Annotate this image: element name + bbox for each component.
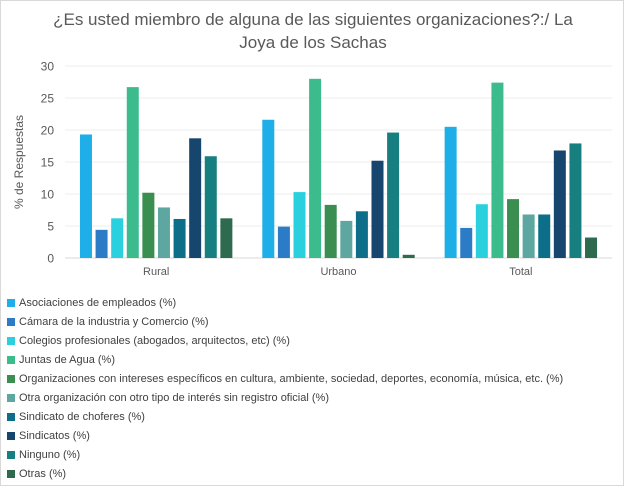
legend-label: Otra organización con otro tipo de inter… (19, 391, 329, 404)
bar-chart: 0 5 10 15 20 25 30 % de Respuestas Rural Urbano To… (12, 60, 612, 278)
bar (220, 218, 233, 258)
legend-label: Juntas de Agua (%) (19, 353, 116, 366)
bar (340, 220, 353, 258)
y-tick-label: 30 (41, 60, 55, 74)
bar (324, 204, 337, 258)
legend-label: Cámara de la industria y Comercio (%) (19, 315, 209, 328)
legend-item: Sindicato de choferes (%) (7, 407, 619, 426)
legend-swatch (7, 450, 15, 459)
chart-title-line-1: ¿Es usted miembro de alguna de las sigui… (53, 10, 573, 29)
legend-item: Otras (%) (7, 464, 619, 483)
legend-item: Colegios profesionales (abogados, arquit… (7, 331, 619, 350)
legend-swatch (7, 469, 15, 478)
bar (95, 229, 108, 258)
x-tick-label: Urbano (320, 266, 356, 278)
y-tick-label: 10 (41, 188, 55, 202)
legend-item: Ninguno (%) (7, 445, 619, 464)
bar (204, 156, 217, 258)
legend-swatch (7, 412, 15, 421)
legend-label: Colegios profesionales (abogados, arquit… (19, 334, 290, 347)
chart-title: ¿Es usted miembro de alguna de las sigui… (40, 8, 586, 54)
legend-label: Organizaciones con intereses específicos… (19, 372, 564, 385)
bar (173, 218, 186, 258)
bar (387, 132, 400, 258)
x-tick-label: Total (509, 266, 532, 278)
legend-item: Otra organización con otro tipo de inter… (7, 388, 619, 407)
legend-item: Juntas de Agua (%) (7, 350, 619, 369)
bar (475, 204, 488, 258)
y-tick-label: 0 (47, 252, 54, 266)
bar (460, 227, 473, 258)
legend-label: Otras (%) (19, 467, 67, 480)
legend-swatch (7, 317, 15, 326)
bar (293, 192, 306, 258)
bar (538, 214, 551, 258)
bar (309, 78, 322, 258)
bar (157, 207, 170, 258)
bar (491, 82, 504, 258)
legend-label: Sindicato de choferes (%) (19, 410, 145, 423)
legend-item: Asociaciones de empleados (%) (7, 293, 619, 312)
bar (262, 119, 275, 258)
bar (355, 211, 368, 258)
y-tick-label: 20 (41, 124, 55, 138)
y-axis-title: % de Respuestas (12, 115, 26, 209)
bar (522, 214, 535, 258)
y-tick-label: 15 (41, 156, 55, 170)
bar (402, 254, 415, 258)
bar (189, 138, 202, 258)
bar (126, 87, 139, 259)
legend-swatch (7, 393, 15, 402)
legend-swatch (7, 374, 15, 383)
x-tick-label: Rural (143, 266, 169, 278)
bar (444, 126, 457, 258)
legend-swatch (7, 355, 15, 364)
legend-label: Sindicatos (%) (19, 429, 90, 442)
bar (553, 150, 566, 258)
bar (569, 143, 582, 258)
legend-label: Ninguno (%) (19, 448, 81, 461)
legend-swatch (7, 298, 15, 307)
legend-swatch (7, 336, 15, 345)
bar (585, 237, 598, 258)
legend: Asociaciones de empleados (%) Cámara de l… (7, 293, 619, 483)
legend-swatch (7, 431, 15, 440)
legend-item: Organizaciones con intereses específicos… (7, 369, 619, 388)
y-tick-label: 25 (41, 92, 55, 106)
bar (111, 218, 124, 258)
legend-item: Cámara de la industria y Comercio (%) (7, 312, 619, 331)
bar (79, 134, 92, 258)
bar (142, 192, 155, 258)
y-tick-label: 5 (47, 220, 54, 234)
bar (507, 199, 520, 258)
chart-title-line-2: Joya de los Sachas (239, 33, 387, 52)
legend-label: Asociaciones de empleados (%) (19, 296, 177, 309)
legend-item: Sindicatos (%) (7, 426, 619, 445)
bar (371, 160, 384, 258)
bar (277, 226, 290, 258)
